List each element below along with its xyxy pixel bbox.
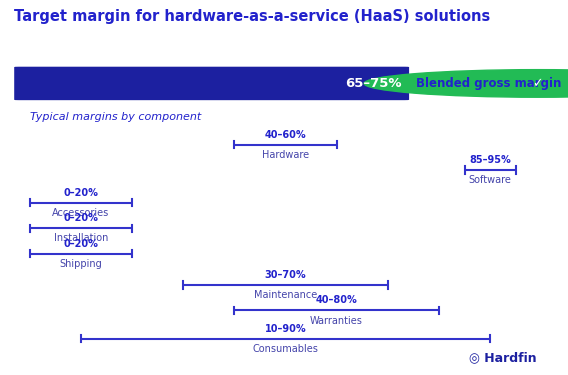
Text: ✓: ✓ — [532, 77, 543, 90]
Text: 40–80%: 40–80% — [316, 295, 357, 305]
Text: Target margin for hardware-as-a-service (HaaS) solutions: Target margin for hardware-as-a-service … — [14, 9, 490, 24]
Text: Software: Software — [469, 175, 512, 185]
Text: ◎ Hardfin: ◎ Hardfin — [469, 351, 537, 364]
Text: Typical margins by component: Typical margins by component — [30, 112, 201, 122]
Text: Installation: Installation — [53, 233, 108, 243]
Text: Accessories: Accessories — [52, 208, 110, 218]
Text: 30–70%: 30–70% — [265, 270, 306, 280]
Text: 0–20%: 0–20% — [63, 188, 98, 198]
Text: 40–60%: 40–60% — [265, 129, 306, 140]
Text: Shipping: Shipping — [59, 259, 102, 269]
Text: Blended gross margin: Blended gross margin — [416, 77, 561, 90]
Text: 0–20%: 0–20% — [63, 238, 98, 249]
Text: 85–95%: 85–95% — [469, 155, 511, 165]
Text: 10–90%: 10–90% — [265, 324, 306, 334]
Circle shape — [364, 70, 568, 97]
Text: Warranties: Warranties — [310, 315, 363, 326]
Text: Maintenance: Maintenance — [254, 290, 317, 300]
FancyBboxPatch shape — [14, 67, 409, 100]
Text: 0–20%: 0–20% — [63, 213, 98, 223]
Text: 65–75%: 65–75% — [345, 77, 402, 90]
Text: Hardware: Hardware — [262, 150, 309, 160]
Text: Consumables: Consumables — [253, 344, 318, 354]
